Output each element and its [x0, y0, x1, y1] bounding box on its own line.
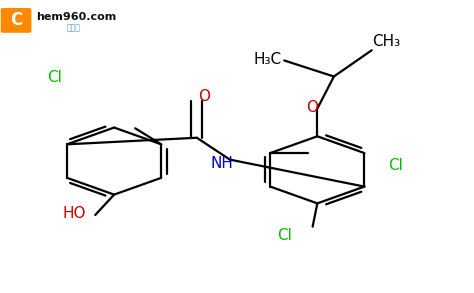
Text: C: C	[10, 11, 22, 29]
Text: HO: HO	[62, 206, 86, 221]
Text: CH₃: CH₃	[372, 34, 400, 49]
Text: Cl: Cl	[47, 71, 63, 86]
FancyBboxPatch shape	[0, 8, 31, 33]
Text: NH: NH	[210, 156, 233, 171]
Text: 化工网: 化工网	[67, 23, 81, 32]
Text: Cl: Cl	[277, 228, 292, 243]
Text: O: O	[307, 100, 319, 115]
Text: hem960.com: hem960.com	[36, 12, 117, 22]
Text: O: O	[198, 89, 210, 104]
Text: H₃C: H₃C	[254, 52, 282, 67]
Text: Cl: Cl	[388, 158, 403, 173]
